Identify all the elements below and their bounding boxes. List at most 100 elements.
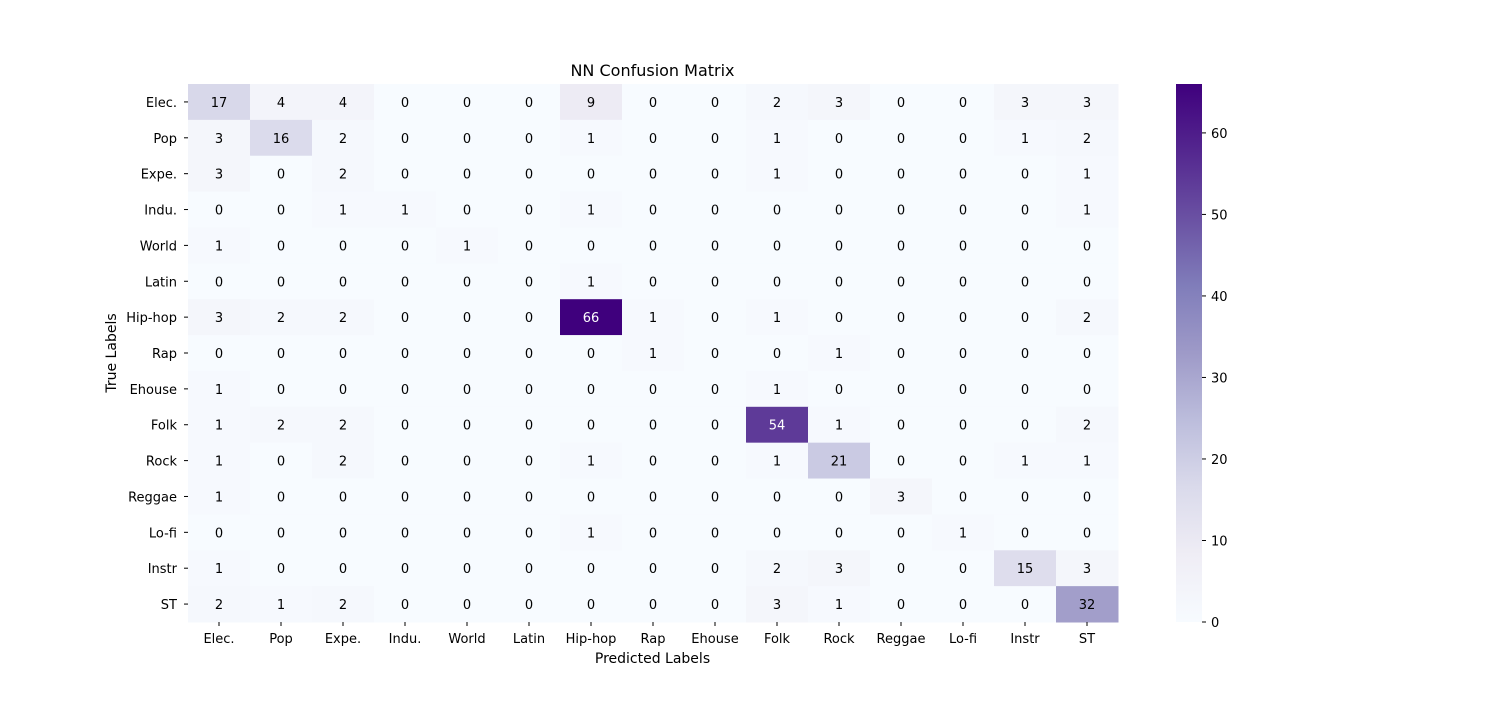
heatmap-cell bbox=[622, 119, 685, 157]
cell-value-label: 3 bbox=[215, 132, 223, 147]
heatmap-cell bbox=[870, 586, 933, 623]
heatmap-cell bbox=[622, 442, 685, 480]
heatmap-cell bbox=[188, 370, 251, 408]
cell-value-label: 2 bbox=[339, 598, 347, 613]
colorbar-gradient bbox=[1176, 84, 1202, 622]
cell-value-label: 0 bbox=[711, 239, 719, 254]
cell-value-label: 0 bbox=[587, 239, 595, 254]
cell-value-label: 0 bbox=[1021, 311, 1029, 326]
cell-value-label: 0 bbox=[401, 96, 409, 111]
cell-value-label: 1 bbox=[649, 311, 657, 326]
x-tick-label: World bbox=[448, 632, 485, 647]
y-tick-label: Latin bbox=[145, 275, 177, 290]
heatmap-cell bbox=[622, 514, 685, 551]
heatmap-cell bbox=[374, 550, 437, 587]
heatmap-cell bbox=[746, 335, 809, 372]
heatmap-cell bbox=[188, 550, 251, 587]
heatmap-cell bbox=[374, 155, 437, 193]
cell-value-label: 0 bbox=[525, 239, 533, 254]
cell-value-label: 21 bbox=[831, 455, 848, 470]
heatmap-cell bbox=[808, 155, 871, 193]
cell-value-label: 0 bbox=[959, 96, 967, 111]
cell-value-label: 2 bbox=[339, 311, 347, 326]
chart-title: NN Confusion Matrix bbox=[570, 61, 734, 80]
cell-value-label: 0 bbox=[525, 347, 533, 362]
heatmap-cell bbox=[932, 263, 995, 300]
cell-value-label: 0 bbox=[773, 526, 781, 541]
cell-value-label: 0 bbox=[649, 383, 657, 398]
heatmap-cell bbox=[250, 514, 313, 551]
heatmap-cell bbox=[374, 514, 437, 551]
cell-value-label: 0 bbox=[835, 526, 843, 541]
cell-value-label: 1 bbox=[1083, 168, 1091, 183]
heatmap-cell bbox=[932, 550, 995, 587]
cell-value-label: 3 bbox=[1021, 96, 1029, 111]
cell-value-label: 1 bbox=[587, 132, 595, 147]
heatmap-cell bbox=[312, 191, 375, 228]
heatmap-cell bbox=[870, 335, 933, 372]
cell-value-label: 1 bbox=[215, 562, 223, 577]
heatmap-cell bbox=[870, 299, 933, 336]
y-axis-label: True Labels bbox=[104, 313, 120, 393]
heatmap-cell bbox=[312, 514, 375, 551]
x-tick-label: Ehouse bbox=[691, 632, 738, 647]
cell-value-label: 0 bbox=[649, 96, 657, 111]
cell-value-label: 0 bbox=[339, 347, 347, 362]
heatmap-cell bbox=[312, 335, 375, 372]
heatmap-cell bbox=[808, 335, 871, 372]
y-tick-label: Expe. bbox=[141, 168, 177, 183]
cell-value-label: 4 bbox=[339, 96, 347, 111]
cell-value-label: 1 bbox=[649, 347, 657, 362]
cell-value-label: 0 bbox=[897, 96, 905, 111]
heatmap-cell bbox=[932, 406, 995, 444]
y-axis-ticks: Elec. Pop Expe. Indu. World Latin Hip-hop Rap Eh… bbox=[126, 96, 188, 613]
cell-value-label: 0 bbox=[835, 204, 843, 219]
cell-value-label: 0 bbox=[897, 347, 905, 362]
cell-value-label: 0 bbox=[463, 419, 471, 434]
heatmap-cell bbox=[374, 227, 437, 264]
heatmap-cell bbox=[374, 299, 437, 336]
heatmap-cell bbox=[498, 227, 561, 264]
y-tick-label: ST bbox=[161, 598, 177, 613]
heatmap-cell bbox=[622, 263, 685, 300]
cell-value-label: 0 bbox=[525, 383, 533, 398]
cell-value-label: 0 bbox=[277, 204, 285, 219]
heatmap-cell bbox=[684, 263, 747, 300]
cell-value-label: 0 bbox=[959, 562, 967, 577]
cell-value-label: 3 bbox=[1083, 562, 1091, 577]
heatmap-cell bbox=[188, 263, 251, 300]
heatmap-cell bbox=[436, 119, 499, 157]
cell-value-label: 0 bbox=[959, 490, 967, 505]
y-tick-label: Elec. bbox=[146, 96, 177, 111]
heatmap-cell bbox=[746, 406, 809, 444]
cell-value-label: 0 bbox=[897, 168, 905, 183]
heatmap-cell bbox=[808, 370, 871, 408]
cell-value-label: 1 bbox=[587, 275, 595, 290]
cell-value-label: 0 bbox=[773, 490, 781, 505]
x-axis-ticks: Elec. Pop Expe. Indu. World Latin Hip-hop Rap Eh… bbox=[203, 622, 1095, 647]
heatmap-cell bbox=[436, 335, 499, 372]
cell-value-label: 0 bbox=[277, 275, 285, 290]
heatmap-cell bbox=[436, 370, 499, 408]
heatmap-cell bbox=[250, 586, 313, 623]
cell-value-label: 66 bbox=[583, 311, 600, 326]
heatmap-cell bbox=[932, 586, 995, 623]
cell-value-label: 0 bbox=[959, 132, 967, 147]
x-tick-label: Pop bbox=[269, 632, 293, 647]
cell-value-label: 0 bbox=[897, 311, 905, 326]
heatmap-cell bbox=[436, 191, 499, 228]
cell-value-label: 0 bbox=[897, 383, 905, 398]
heatmap-cell bbox=[560, 586, 623, 623]
cell-value-label: 0 bbox=[897, 562, 905, 577]
heatmap-cell bbox=[560, 191, 623, 228]
cell-value-label: 0 bbox=[587, 562, 595, 577]
cell-value-label: 1 bbox=[773, 132, 781, 147]
cell-value-label: 1 bbox=[339, 204, 347, 219]
colorbar-tick-label: 20 bbox=[1211, 453, 1228, 468]
cell-value-label: 1 bbox=[587, 455, 595, 470]
heatmap-cell bbox=[436, 155, 499, 193]
heatmap-cell bbox=[560, 263, 623, 300]
cell-value-label: 1 bbox=[587, 204, 595, 219]
heatmap-cell bbox=[560, 335, 623, 372]
cell-value-label: 0 bbox=[1083, 526, 1091, 541]
